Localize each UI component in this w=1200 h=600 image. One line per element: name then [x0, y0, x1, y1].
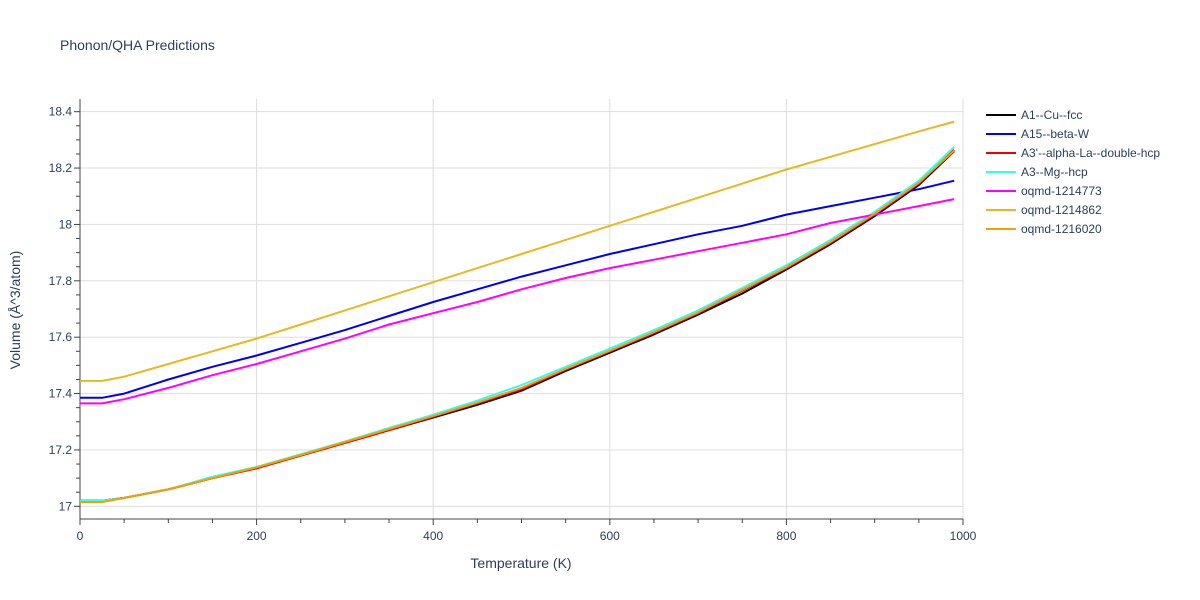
y-tick-label: 17.6 [49, 330, 73, 344]
legend-item[interactable]: oqmd-1214773 [986, 184, 1102, 198]
legend-item[interactable]: A15--beta-W [986, 127, 1090, 141]
y-tick-label: 17.8 [49, 274, 73, 288]
series-lines [80, 120, 955, 504]
legend-item[interactable]: A3--Mg--hcp [986, 165, 1088, 179]
x-tick-label: 200 [247, 529, 267, 543]
series-line-4 [80, 198, 955, 405]
legend-label: oqmd-1214862 [1021, 203, 1102, 217]
series-line-6 [80, 149, 955, 504]
x-tick-label: 600 [600, 529, 620, 543]
x-axis-title: Temperature (K) [470, 555, 571, 571]
legend-label: A3'--alpha-La--double-hcp [1021, 146, 1160, 160]
y-tick-label: 17 [59, 499, 73, 513]
series-line-3 [80, 146, 955, 502]
y-tick-label: 18 [59, 217, 73, 231]
legend-label: oqmd-1214773 [1021, 184, 1102, 198]
y-tick-label: 17.4 [49, 387, 73, 401]
legend-label: A3--Mg--hcp [1021, 165, 1088, 179]
x-tick-label: 800 [776, 529, 796, 543]
x-tick-label: 400 [423, 529, 443, 543]
series-line-2 [80, 148, 955, 502]
legend-label: A15--beta-W [1021, 127, 1090, 141]
y-tick-label: 18.2 [49, 161, 73, 175]
y-axis-title: Volume (Å^3/atom) [7, 251, 23, 370]
legend: A1--Cu--fcc A15--beta-W A3'--alpha-La--dou… [986, 108, 1160, 236]
y-tick-label: 18.4 [49, 105, 73, 119]
legend-item[interactable]: A3'--alpha-La--double-hcp [986, 146, 1160, 160]
chart-title: Phonon/QHA Predictions [60, 37, 215, 53]
y-tick-label: 17.2 [49, 443, 73, 457]
legend-label: A1--Cu--fcc [1021, 108, 1082, 122]
series-line-1 [80, 179, 955, 399]
x-tick-label: 1000 [950, 529, 977, 543]
legend-item[interactable]: oqmd-1216020 [986, 222, 1102, 236]
legend-item[interactable]: A1--Cu--fcc [986, 108, 1082, 122]
series-line-5 [80, 120, 955, 382]
series-line-0 [80, 150, 955, 502]
legend-item[interactable]: oqmd-1214862 [986, 203, 1102, 217]
axes: 0 200 400 600 800 1000 17 17.2 17.4 17.6 17.8 18 18.… [49, 99, 977, 543]
grid [80, 99, 964, 519]
x-tick-label: 0 [77, 529, 84, 543]
legend-label: oqmd-1216020 [1021, 222, 1102, 236]
